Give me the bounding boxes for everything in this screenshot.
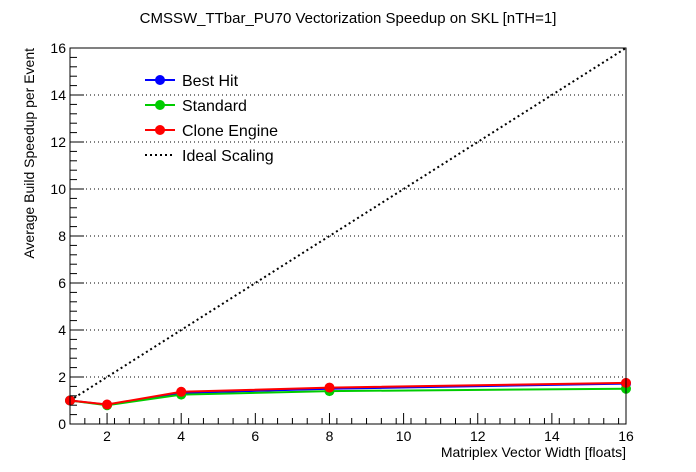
x-tick-label: 8 bbox=[326, 428, 334, 444]
y-tick-label: 16 bbox=[50, 40, 66, 56]
y-tick-label: 2 bbox=[58, 369, 66, 385]
clone-engine-point bbox=[324, 382, 335, 393]
y-tick-label: 12 bbox=[50, 134, 66, 150]
x-tick-label: 16 bbox=[618, 428, 634, 444]
tick-labels: 0 2 4 6 8 10 12 14 16 2 4 6 8 10 12 14 16 bbox=[50, 40, 634, 444]
x-tick-label: 14 bbox=[544, 428, 560, 444]
grid bbox=[70, 94, 626, 378]
legend-label: Standard bbox=[182, 98, 247, 115]
y-tick-label: 6 bbox=[58, 275, 66, 291]
y-axis-label: Average Build Speedup per Event bbox=[21, 48, 37, 259]
x-axis-label: Matriplex Vector Width [floats] bbox=[441, 444, 626, 460]
ideal-scaling-line bbox=[69, 47, 627, 402]
x-tick-label: 2 bbox=[103, 428, 111, 444]
y-tick-label: 8 bbox=[58, 228, 66, 244]
clone-engine-line bbox=[69, 381, 627, 406]
y-tick-label: 14 bbox=[50, 87, 66, 103]
legend-marker bbox=[155, 100, 165, 110]
y-tick-label: 10 bbox=[50, 181, 66, 197]
legend-marker bbox=[155, 125, 165, 135]
ideal-scaling-layer bbox=[69, 47, 627, 402]
legend-label: Clone Engine bbox=[182, 123, 278, 140]
clone-engine-point bbox=[102, 399, 113, 410]
x-tick-label: 10 bbox=[396, 428, 412, 444]
y-tick-label: 0 bbox=[58, 416, 66, 432]
legend-label: Ideal Scaling bbox=[182, 148, 274, 165]
series-layer bbox=[65, 377, 631, 411]
chart-title: CMSSW_TTbar_PU70 Vectorization Speedup o… bbox=[140, 10, 557, 27]
x-tick-label: 12 bbox=[470, 428, 486, 444]
axis-ticks bbox=[69, 47, 627, 425]
legend-label: Best Hit bbox=[182, 73, 239, 90]
legend-marker bbox=[155, 75, 165, 85]
legend: Best Hit Standard Clone Engine Ideal Scalin… bbox=[145, 73, 278, 165]
x-tick-label: 6 bbox=[251, 428, 259, 444]
x-tick-label: 4 bbox=[177, 428, 185, 444]
clone-engine-point bbox=[176, 386, 187, 397]
y-tick-label: 4 bbox=[58, 322, 66, 338]
